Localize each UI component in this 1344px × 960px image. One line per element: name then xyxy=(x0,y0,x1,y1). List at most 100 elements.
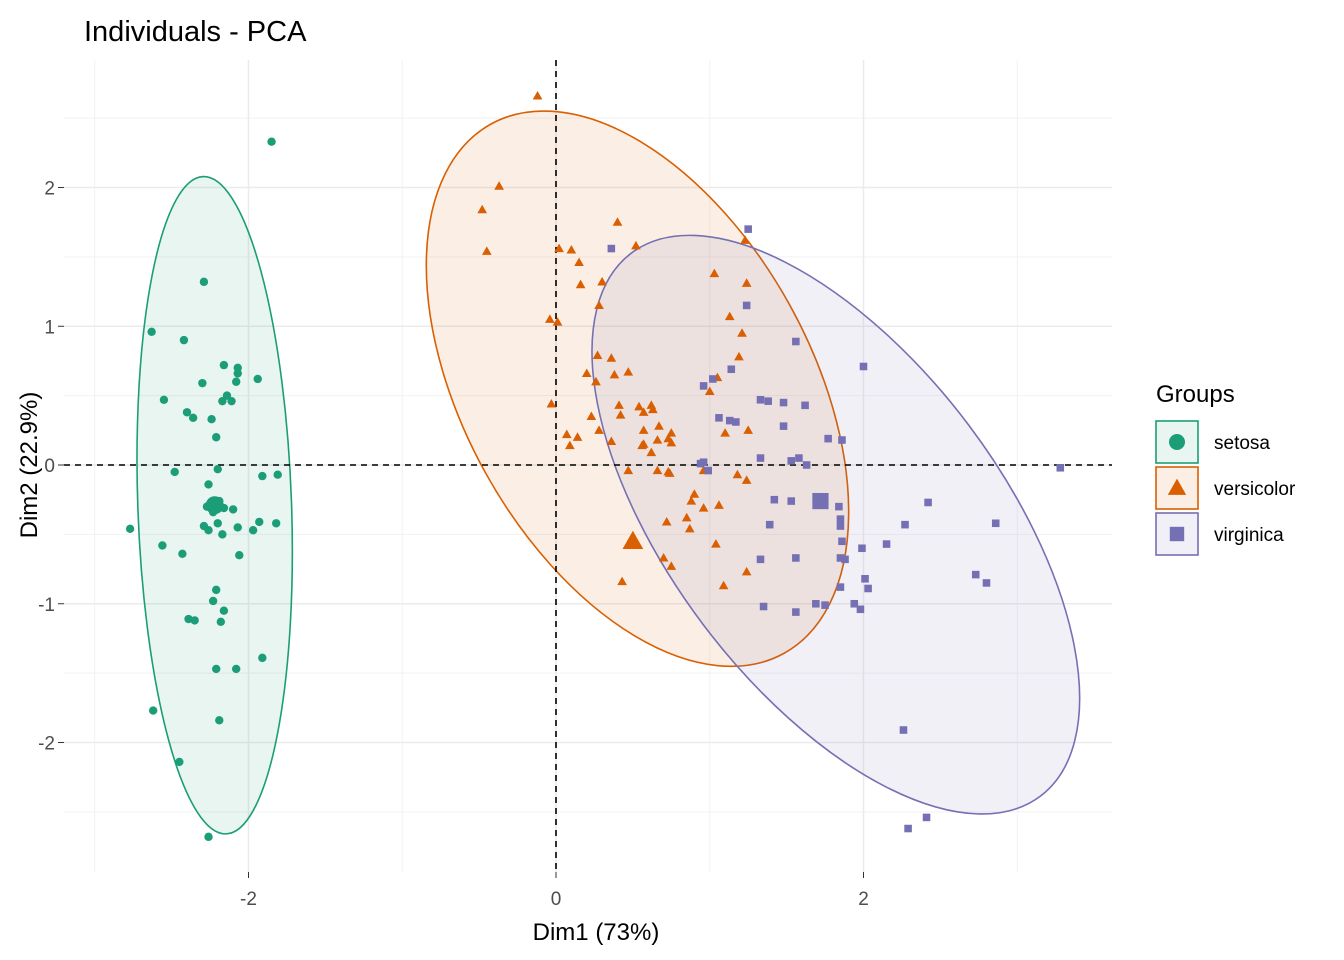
y-tick-label: 2 xyxy=(44,179,55,200)
point-virginica xyxy=(770,495,779,504)
legend-label-virginica: virginica xyxy=(1214,525,1284,546)
point-setosa xyxy=(212,664,221,674)
point-versicolor xyxy=(561,429,572,439)
point-virginica xyxy=(727,365,736,374)
point-setosa xyxy=(147,327,156,336)
point-versicolor xyxy=(737,328,747,337)
point-virginica xyxy=(764,397,772,405)
point-virginica xyxy=(901,520,909,529)
point-setosa xyxy=(227,396,236,406)
point-versicolor xyxy=(718,580,729,590)
point-versicolor xyxy=(594,300,604,310)
point-virginica xyxy=(861,574,869,583)
group-centroids xyxy=(205,492,829,550)
point-versicolor xyxy=(545,314,555,323)
point-virginica xyxy=(779,398,788,407)
point-setosa xyxy=(258,471,267,481)
legend-item-virginica: virginica xyxy=(1155,512,1284,556)
point-virginica xyxy=(864,584,872,593)
point-virginica xyxy=(787,457,796,465)
point-virginica xyxy=(732,418,740,426)
point-setosa xyxy=(233,369,242,378)
point-versicolor xyxy=(575,279,586,289)
point-setosa xyxy=(219,360,229,370)
point-setosa xyxy=(170,467,179,477)
y-tick-label: 1 xyxy=(44,317,55,338)
point-setosa xyxy=(219,606,229,615)
point-setosa xyxy=(213,519,222,528)
point-virginica xyxy=(715,414,723,422)
point-virginica xyxy=(841,555,849,564)
point-versicolor xyxy=(634,401,644,411)
legend: Groups setosa versicolor virginica xyxy=(1155,381,1296,556)
point-setosa xyxy=(248,526,258,535)
point-versicolor xyxy=(740,235,750,244)
point-versicolor xyxy=(591,376,601,386)
y-tick-label: 0 xyxy=(44,456,55,477)
point-virginica xyxy=(850,599,859,608)
point-versicolor xyxy=(689,489,700,498)
point-versicolor xyxy=(606,436,617,446)
point-versicolor xyxy=(566,244,577,254)
legend-label-versicolor: versicolor xyxy=(1214,479,1296,500)
point-virginica xyxy=(971,570,980,579)
point-virginica xyxy=(792,608,800,616)
point-setosa xyxy=(148,706,158,715)
point-virginica xyxy=(802,461,811,469)
point-versicolor xyxy=(666,561,677,570)
point-setosa xyxy=(158,541,167,550)
legend-marker-versicolor xyxy=(1167,478,1187,495)
point-versicolor xyxy=(546,399,557,408)
ellipse-versicolor xyxy=(425,110,850,668)
point-setosa xyxy=(213,464,222,474)
point-versicolor xyxy=(711,539,721,548)
point-virginica xyxy=(725,416,734,425)
point-setosa xyxy=(204,526,213,535)
point-virginica xyxy=(607,244,616,253)
point-setosa xyxy=(208,596,218,606)
point-versicolor xyxy=(654,421,664,430)
point-setosa xyxy=(232,664,241,674)
point-versicolor xyxy=(623,367,634,376)
point-versicolor xyxy=(617,576,627,586)
point-virginica xyxy=(859,362,868,371)
point-setosa xyxy=(190,616,199,625)
point-setosa xyxy=(178,549,187,558)
legend-marker-setosa xyxy=(1169,434,1185,450)
point-versicolor xyxy=(663,466,674,476)
point-versicolor xyxy=(481,246,492,255)
point-versicolor xyxy=(552,317,563,326)
point-versicolor xyxy=(720,428,730,437)
point-virginica xyxy=(756,454,765,462)
point-virginica xyxy=(821,601,829,609)
point-versicolor xyxy=(638,407,649,416)
legend-label-setosa: setosa xyxy=(1214,433,1270,454)
point-virginica xyxy=(709,375,717,383)
data-points xyxy=(125,90,1065,842)
point-setosa xyxy=(233,523,242,532)
point-versicolor xyxy=(646,447,657,457)
point-setosa xyxy=(212,585,221,595)
legend-item-versicolor: versicolor xyxy=(1155,466,1296,510)
point-versicolor xyxy=(684,523,695,533)
point-versicolor xyxy=(704,386,715,396)
point-versicolor xyxy=(594,425,604,434)
point-versicolor xyxy=(612,217,623,226)
point-setosa xyxy=(235,550,244,560)
point-setosa xyxy=(204,832,213,842)
point-setosa xyxy=(207,415,216,424)
point-versicolor xyxy=(638,425,649,434)
point-setosa xyxy=(182,408,192,417)
point-setosa xyxy=(232,377,241,386)
point-virginica xyxy=(765,520,774,529)
point-versicolor xyxy=(743,425,754,434)
point-versicolor xyxy=(661,516,672,526)
point-versicolor xyxy=(652,435,663,444)
point-versicolor xyxy=(631,240,641,250)
point-virginica xyxy=(742,301,751,310)
point-virginica xyxy=(1056,463,1065,472)
point-virginica xyxy=(787,497,796,505)
point-virginica xyxy=(838,436,846,444)
point-virginica xyxy=(779,422,788,430)
point-versicolor xyxy=(494,181,504,190)
